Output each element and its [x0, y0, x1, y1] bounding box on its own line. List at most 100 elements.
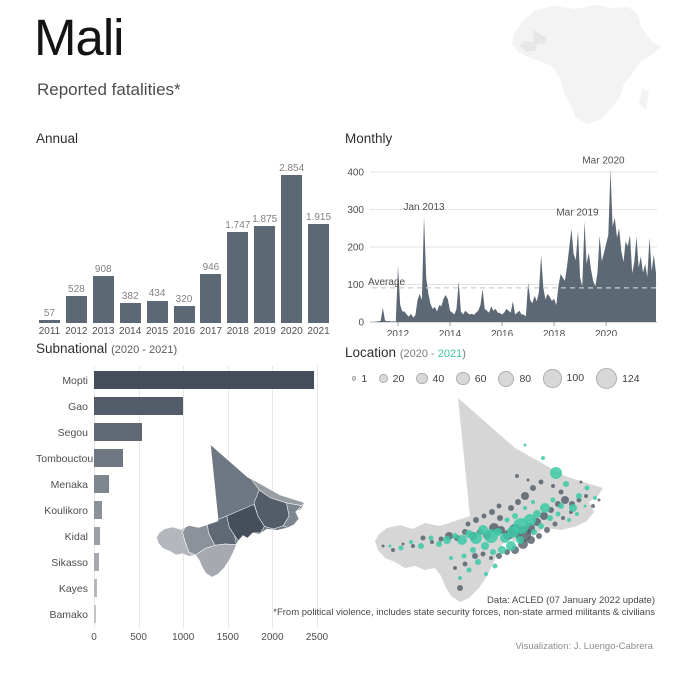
monthly-panel-title: Monthly — [345, 131, 392, 146]
event-bubble-2021 — [449, 556, 453, 560]
svg-text:2014: 2014 — [439, 329, 462, 336]
event-bubble-2021 — [409, 540, 413, 544]
legend-size-dot — [498, 370, 515, 387]
page-title: Mali — [34, 9, 125, 66]
subnational-gridline — [94, 366, 95, 628]
footnote: *From political violence, includes state… — [273, 607, 655, 618]
event-bubble-2021 — [478, 525, 488, 535]
subnational-bar — [94, 475, 109, 493]
event-bubble-2020 — [597, 498, 601, 502]
subnational-region-label: Kidal — [64, 531, 88, 543]
svg-text:300: 300 — [347, 205, 364, 216]
annual-axis-year: 2018 — [226, 326, 249, 337]
annual-bar — [65, 295, 87, 323]
event-bubble-2021 — [484, 529, 498, 543]
event-bubble-2021 — [428, 535, 434, 541]
event-bubble-2020 — [489, 509, 495, 515]
annual-bar — [254, 225, 276, 323]
event-bubble-2020 — [496, 553, 502, 559]
legend-size-item: 80 — [498, 370, 532, 387]
event-bubble-2020 — [430, 540, 434, 544]
annual-bar — [308, 223, 330, 323]
event-bubble-2021 — [457, 535, 467, 545]
event-bubble-2020 — [561, 496, 569, 504]
annual-bar-value: 1.915 — [306, 211, 332, 223]
annual-bar-value: 320 — [175, 294, 193, 306]
location-title-2021: 2021 — [437, 348, 463, 360]
subnational-gridline — [138, 366, 140, 628]
event-bubble-2020 — [561, 516, 565, 520]
event-bubble-2020 — [584, 494, 588, 498]
annual-bar-value: 2.854 — [279, 163, 305, 174]
subnational-region-label: Sikasso — [51, 557, 88, 569]
event-bubble-2021 — [512, 513, 518, 519]
legend-size-label: 40 — [432, 372, 445, 385]
event-bubble-2020 — [515, 474, 519, 478]
legend-size-label: 124 — [622, 372, 640, 385]
subnational-gridline — [183, 366, 185, 628]
africa-locator-map — [512, 5, 662, 124]
event-bubble-2021 — [507, 526, 519, 538]
event-bubble-2021 — [470, 547, 476, 553]
mali-choropleth-map — [156, 444, 306, 578]
annual-bar-value: 1.747 — [225, 220, 251, 232]
legend-size-label: 100 — [566, 372, 585, 385]
event-bubble-2021 — [452, 533, 458, 539]
event-bubble-2020 — [481, 513, 487, 519]
event-bubble-2020 — [438, 536, 444, 542]
event-bubble-2021 — [531, 529, 537, 535]
location-title-text: Location — [345, 345, 397, 360]
event-bubble-2020 — [576, 497, 582, 503]
event-bubble-2020 — [401, 542, 405, 546]
event-bubble-2020 — [544, 527, 550, 533]
monthly-area-series — [372, 169, 656, 322]
madagascar-silhouette — [639, 88, 649, 110]
legend-size-label: 80 — [519, 372, 532, 385]
subnational-axis-tick: 500 — [130, 632, 147, 643]
subnational-axis-tick: 2000 — [261, 632, 284, 643]
event-bubble-2021 — [584, 485, 590, 491]
event-bubble-2021 — [541, 456, 545, 460]
event-bubble-2021 — [550, 467, 562, 479]
event-bubble-2020 — [538, 479, 544, 485]
svg-text:Average: Average — [368, 277, 406, 288]
svg-text:0: 0 — [358, 318, 364, 329]
subnational-axis-tick: 1000 — [172, 632, 195, 643]
monthly-area-chart: 0 100 200 300 400 Average 2012 2014 2016 2018 2020… — [347, 155, 657, 336]
location-bubble-map — [375, 398, 603, 602]
svg-text:Mar 2020: Mar 2020 — [582, 155, 625, 166]
bubble-size-legend: 1 20 40 60 80 100 124 — [352, 368, 640, 389]
subnational-bar — [94, 579, 98, 597]
event-bubble-2020 — [472, 553, 478, 559]
event-bubble-2021 — [436, 541, 442, 547]
subnational-title-years: (2020 - 2021) — [111, 344, 178, 356]
subnational-axis-tick: 2500 — [305, 632, 329, 643]
svg-text:100: 100 — [347, 280, 364, 291]
event-bubble-2020 — [462, 561, 468, 567]
legend-size-item: 124 — [596, 368, 640, 389]
legend-size-item: 1 — [352, 373, 367, 385]
legend-size-dot — [543, 369, 562, 388]
event-bubble-2021 — [490, 549, 496, 555]
legend-size-item: 40 — [416, 373, 444, 385]
event-bubble-2020 — [411, 544, 415, 548]
annual-axis-year: 2011 — [38, 326, 61, 337]
event-bubble-2020 — [489, 556, 493, 560]
event-bubble-2021 — [523, 443, 527, 447]
subnational-panel-title: Subnational (2020 - 2021) — [36, 341, 177, 356]
subnational-region-label: Mopti — [62, 375, 88, 387]
annual-bar-value: 434 — [148, 288, 166, 300]
svg-text:2020: 2020 — [595, 329, 618, 336]
event-bubble-2021 — [492, 563, 498, 569]
legend-size-dot — [596, 368, 618, 389]
subnational-bar — [94, 553, 99, 571]
subnational-axis-tick: 1500 — [216, 632, 239, 643]
subnational-bar — [94, 397, 184, 415]
event-bubble-2020 — [420, 535, 426, 541]
event-bubble-2021 — [466, 567, 472, 573]
svg-text:2018: 2018 — [543, 329, 566, 336]
event-bubble-2021 — [470, 532, 482, 544]
annual-bar-value: 908 — [94, 263, 112, 275]
event-bubble-2020 — [536, 533, 542, 539]
event-bubble-2020 — [453, 566, 457, 570]
